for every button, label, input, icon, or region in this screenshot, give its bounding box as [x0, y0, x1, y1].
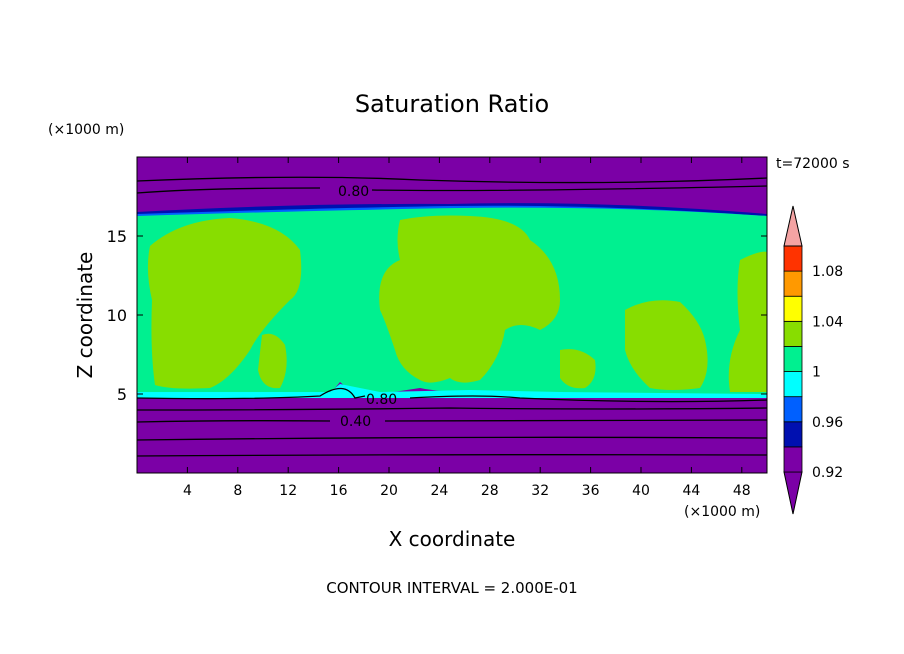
contour-label: 0.80 [338, 184, 369, 200]
colorbar-band [783, 270, 803, 297]
colorbar-label: 0.96 [812, 415, 843, 431]
contour-line [137, 176, 767, 184]
colorbar-band [783, 371, 803, 398]
colorbar-band [783, 421, 803, 448]
x-axis: 4 8 12 16 20 24 28 32 36 40 44 48 [183, 157, 751, 499]
x-tick-label: 12 [279, 483, 297, 499]
x-tick-label: 36 [582, 483, 600, 499]
y-axis-label: Z coordinate [73, 252, 97, 379]
x-tick-label: 40 [632, 483, 650, 499]
contour-line [137, 185, 767, 194]
colorbar-band [783, 346, 803, 372]
x-tick-label: 20 [380, 483, 398, 499]
colorbar-band [783, 396, 803, 423]
supersaturated-region [147, 218, 302, 389]
x-tick-label: 48 [733, 483, 751, 499]
supersaturated-region [560, 349, 596, 389]
x-tick-label: 24 [430, 483, 448, 499]
contour-line [137, 454, 767, 457]
colorbar-band [783, 446, 803, 473]
cloud-base-cyan-edge [137, 384, 767, 398]
supersaturated-region [728, 251, 767, 392]
contour-field [137, 157, 767, 473]
x-tick-label: 44 [682, 483, 700, 499]
colorbar: 0.92 0.96 1 1.04 1.08 [783, 205, 843, 515]
contour-line [137, 419, 767, 423]
y-tick-label: 15 [107, 227, 127, 246]
supersaturated-region [379, 215, 560, 383]
colorbar-label: 1 [812, 365, 821, 381]
contour-label: 0.80 [366, 392, 397, 408]
time-label: t=72000 s [776, 156, 850, 172]
supersaturated-region [625, 300, 708, 390]
y-unit-label: (×1000 m) [48, 122, 124, 138]
y-axis: 5 10 15 [107, 227, 767, 404]
contour-line [137, 407, 767, 411]
x-tick-label: 32 [531, 483, 549, 499]
x-tick-label: 28 [481, 483, 499, 499]
colorbar-label: 0.92 [812, 465, 843, 481]
x-tick-label: 16 [330, 483, 348, 499]
colorbar-band [783, 320, 803, 347]
x-axis-label: X coordinate [389, 527, 516, 551]
colorbar-band [783, 245, 803, 272]
x-tick-label: 4 [183, 483, 192, 499]
y-tick-label: 10 [107, 306, 127, 325]
colorbar-band [783, 295, 803, 322]
x-tick-label: 8 [233, 483, 242, 499]
contour-interval-footer: CONTOUR INTERVAL = 2.000E-01 [326, 579, 577, 597]
contour-label: 0.40 [340, 414, 371, 430]
supersaturated-region [258, 333, 287, 389]
y-tick-label: 5 [117, 385, 127, 404]
contour-line [137, 387, 767, 403]
contour-line [137, 436, 767, 441]
colorbar-label: 1.04 [812, 314, 843, 330]
colorbar-label: 1.08 [812, 264, 843, 280]
chart-title: Saturation Ratio [355, 90, 549, 118]
colorbar-over-triangle [783, 205, 803, 247]
x-unit-label: (×1000 m) [684, 504, 760, 520]
colorbar-under-triangle [783, 471, 803, 515]
